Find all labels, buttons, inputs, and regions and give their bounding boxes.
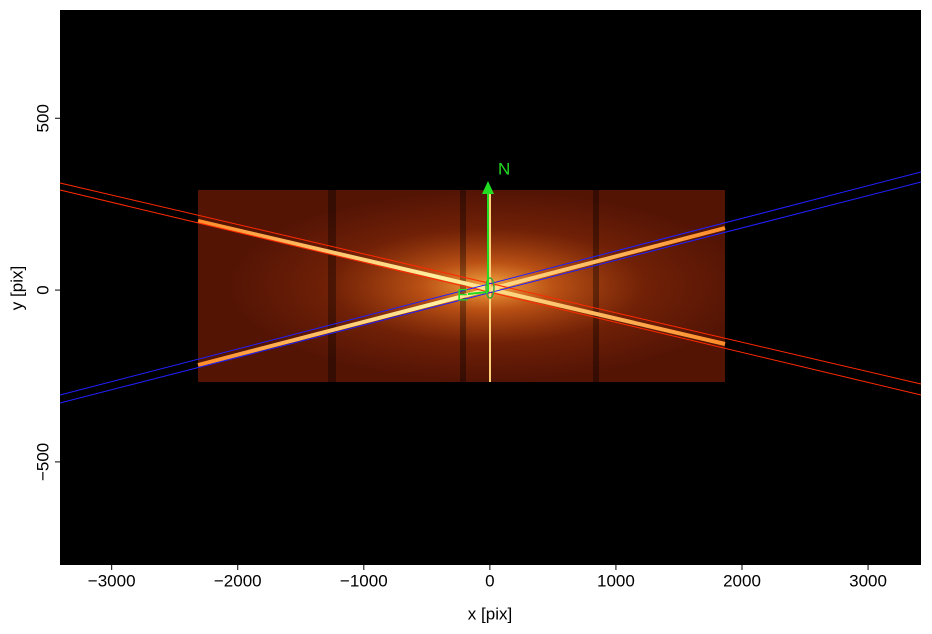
regions	[59, 171, 922, 404]
y-tick-label: −500	[33, 443, 52, 481]
x-axis-label: x [pix]	[468, 604, 512, 623]
x-tick-label: 1000	[597, 571, 635, 590]
north-label: N	[498, 159, 510, 178]
x-tick-label: −3000	[88, 571, 136, 590]
x-tick-label: −2000	[214, 571, 262, 590]
spectrum-streak	[197, 219, 726, 346]
x-tick-label: 0	[485, 571, 494, 590]
east-label: E	[457, 285, 468, 304]
y-axis-label: y [pix]	[7, 266, 26, 310]
chip-gap	[328, 190, 336, 382]
spectrum-streak	[197, 226, 726, 367]
x-tick-label: 3000	[849, 571, 887, 590]
north-arrowhead	[482, 181, 494, 194]
y-tick-label: 500	[33, 104, 52, 132]
chip-gap	[593, 190, 599, 382]
x-tick-label: 2000	[723, 571, 761, 590]
y-tick-label: 0	[33, 285, 52, 294]
east-arrow	[467, 291, 489, 295]
region-line	[59, 181, 922, 404]
source-marker	[485, 277, 495, 299]
x-tick-label: −1000	[340, 571, 388, 590]
region-line	[59, 171, 922, 396]
